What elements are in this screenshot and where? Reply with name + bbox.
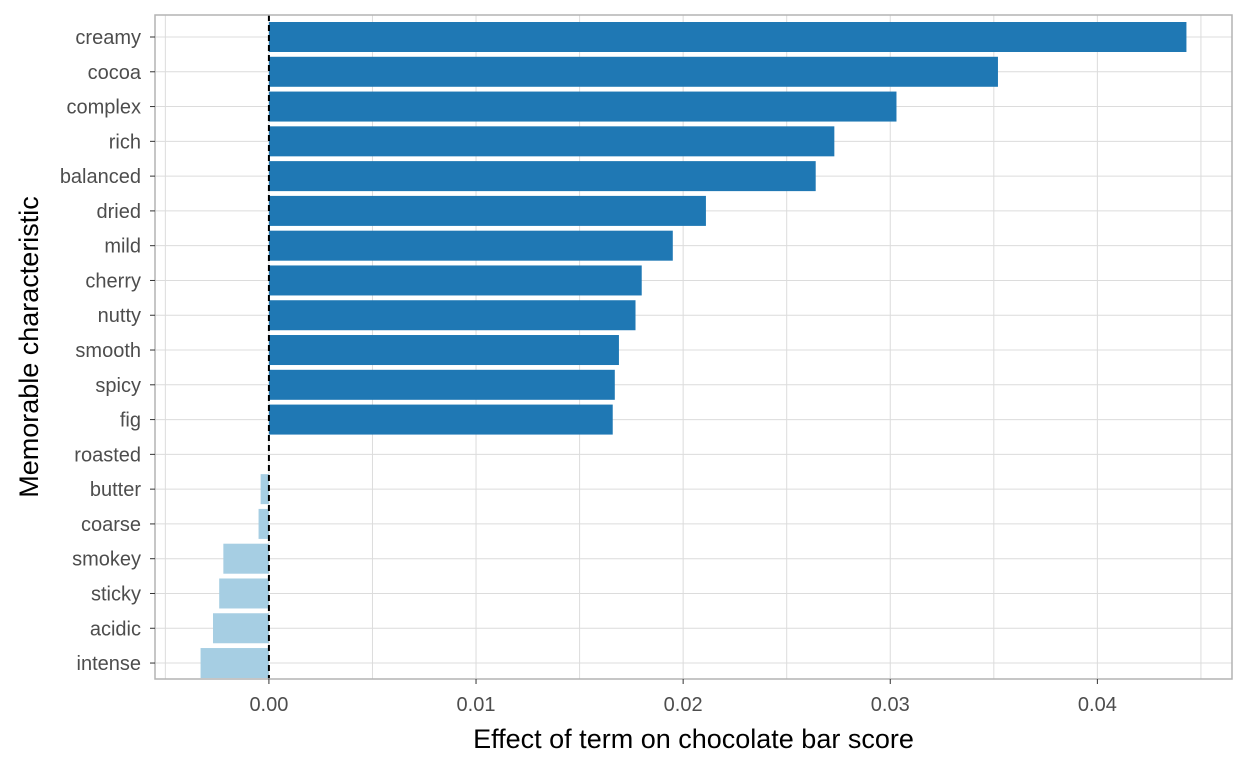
bar-creamy (268, 22, 1187, 52)
y-tick-labels: creamy cocoa complex rich balanced dried mild c… (60, 27, 155, 675)
y-tick-label-complex: complex (67, 97, 141, 119)
y-tick-label-spicy: spicy (95, 375, 141, 397)
y-tick-label-smokey: smokey (72, 549, 141, 571)
bar-butter (260, 474, 269, 505)
y-tick-label-mild: mild (104, 236, 141, 258)
y-tick-label-balanced: balanced (60, 166, 141, 188)
y-tick-label-fig: fig (120, 410, 141, 432)
x-tick-labels: 0.00 0.01 0.02 0.03 0.04 (249, 679, 1117, 716)
y-tick-label-roasted: roasted (74, 444, 141, 466)
bar-mild (268, 230, 673, 261)
x-axis-title: Effect of term on chocolate bar score (473, 724, 914, 754)
bar-cherry (268, 265, 642, 296)
y-tick-label-butter: butter (90, 479, 141, 501)
bar-intense (200, 648, 269, 679)
y-tick-label-nutty: nutty (98, 305, 141, 327)
bar-fig (268, 404, 613, 435)
panel-border (154, 14, 1233, 680)
y-tick-label-sticky: sticky (91, 583, 141, 605)
bar-spicy (268, 369, 615, 400)
x-tick-label: 0.02 (664, 694, 703, 716)
bar-smooth (268, 335, 619, 366)
y-tick-label-creamy: creamy (75, 27, 141, 49)
y-tick-label-acidic: acidic (90, 618, 141, 640)
bar-complex (268, 91, 897, 122)
x-tick-label: 0.04 (1078, 694, 1117, 716)
y-tick-label-smooth: smooth (75, 340, 141, 362)
y-axis-title: Memorable characteristic (14, 196, 44, 498)
bar-sticky (219, 578, 269, 609)
bar-rich (268, 126, 835, 157)
bar-dried (268, 195, 706, 226)
bar-coarse (258, 508, 269, 539)
bar-smokey (223, 543, 269, 574)
y-tick-label-cherry: cherry (85, 270, 141, 292)
y-tick-label-cocoa: cocoa (88, 62, 142, 84)
bars-layer (200, 22, 1187, 679)
x-tick-label: 0.00 (249, 694, 288, 716)
y-tick-label-rich: rich (109, 131, 141, 153)
y-tick-label-intense: intense (77, 653, 142, 675)
y-tick-label-coarse: coarse (81, 514, 141, 536)
bar-cocoa (268, 56, 998, 87)
bar-nutty (268, 300, 636, 331)
x-tick-label: 0.03 (871, 694, 910, 716)
y-tick-label-dried: dried (97, 201, 141, 223)
x-tick-label: 0.01 (457, 694, 496, 716)
bar-acidic (212, 613, 269, 644)
bar-balanced (268, 161, 816, 192)
